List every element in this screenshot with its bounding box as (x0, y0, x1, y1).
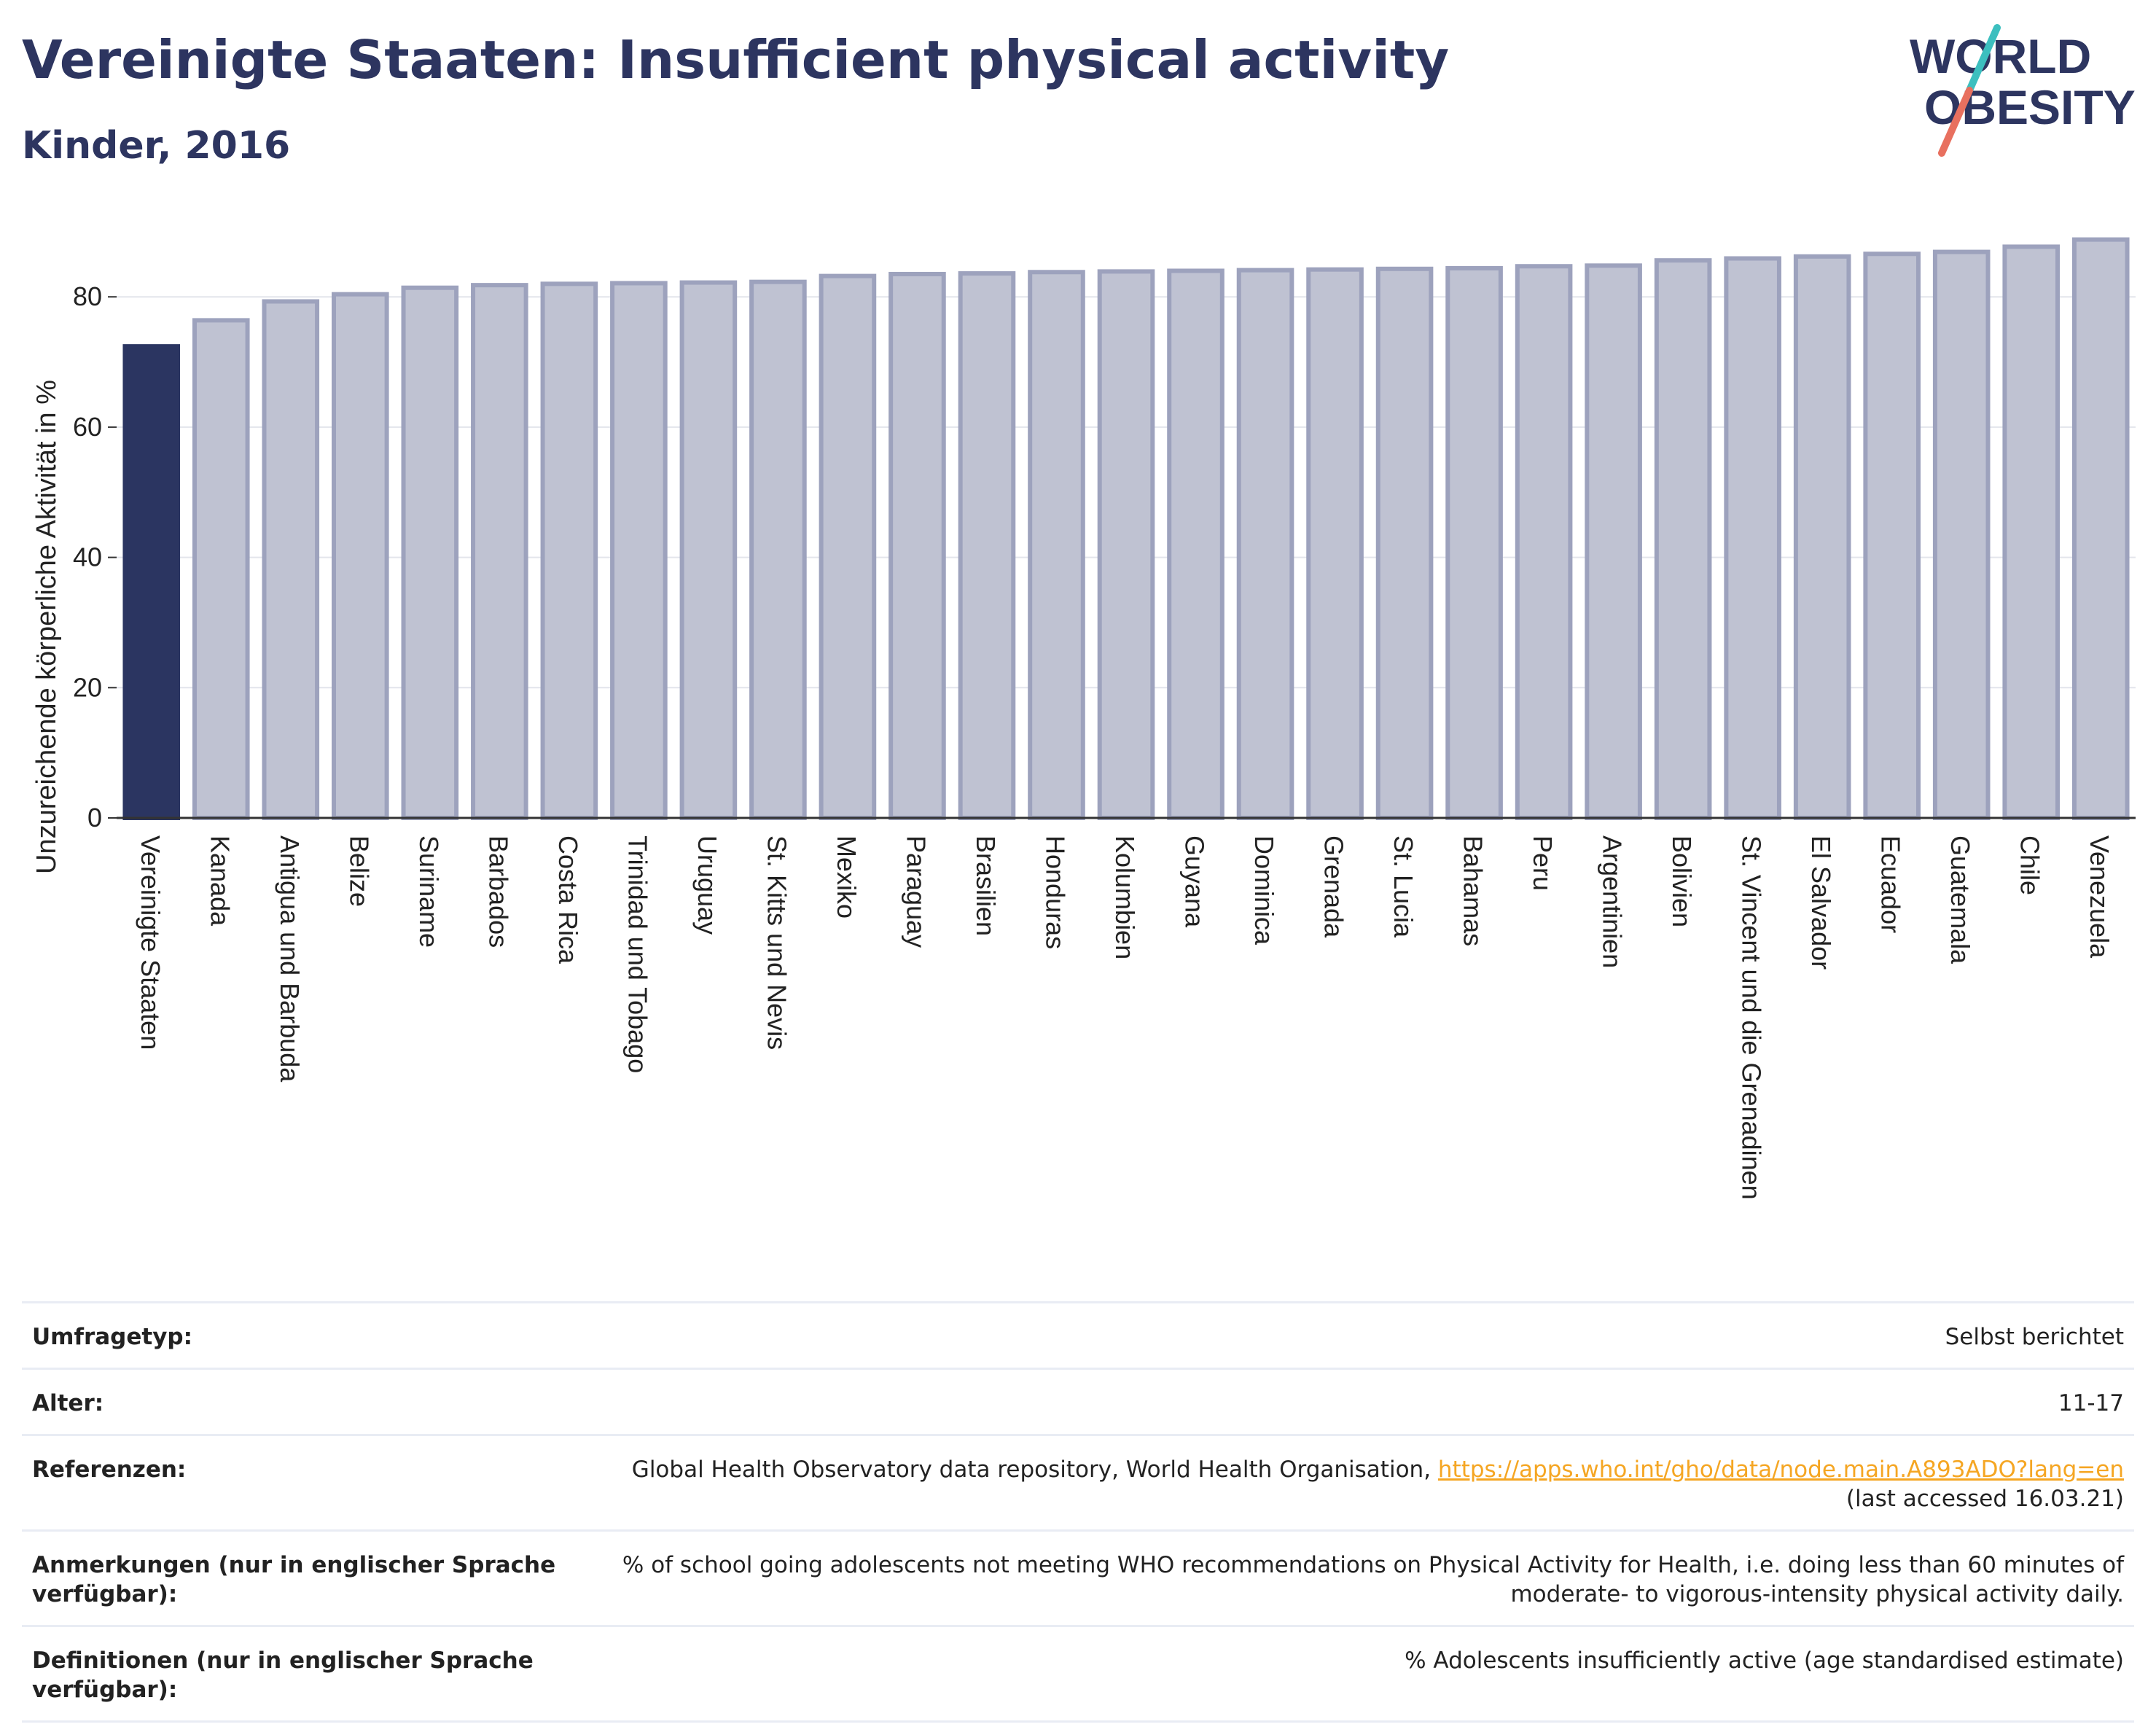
x-tick-label: Brasilien (971, 835, 1001, 936)
bar-ecuador[interactable] (1863, 252, 1921, 821)
bar-uruguay[interactable] (679, 280, 738, 821)
bar-grenada[interactable] (1306, 267, 1364, 821)
references-link[interactable]: https://apps.who.int/gho/data/node.main.… (1437, 1457, 2124, 1483)
bar-bahamas[interactable] (1445, 265, 1503, 820)
bar-dominica[interactable] (1236, 268, 1294, 821)
x-tick-label: Peru (1528, 835, 1558, 891)
y-axis-label: Unzureichende körperliche Aktivität in % (31, 380, 62, 874)
survey-type-label: Umfragetyp: (32, 1324, 192, 1350)
x-tick-label: St. Kitts und Nevis (762, 835, 792, 1050)
x-tick-label: Mexiko (832, 835, 862, 919)
info-row-definitions: Definitionen (nur in englischer Sprache … (22, 1627, 2134, 1723)
world-obesity-logo: WORLD OBESITY (1910, 24, 2136, 157)
info-row-age: Alter: 11-17 (22, 1370, 2134, 1436)
y-tick-label: 0 (87, 803, 102, 833)
x-tick-label: Bolivien (1667, 835, 1697, 927)
x-tick-label: Kolumbien (1110, 835, 1140, 959)
x-tick-label: Suriname (414, 835, 444, 948)
bar-brasilien[interactable] (958, 271, 1016, 820)
x-tick-label: Belize (344, 835, 374, 907)
survey-type-value: Selbst berichtet (1945, 1324, 2124, 1350)
bar-bolivien[interactable] (1654, 258, 1712, 820)
bar-vereinigte-staaten[interactable] (122, 344, 181, 820)
bar-paraguay[interactable] (888, 271, 946, 820)
x-tick-label: Grenada (1319, 835, 1349, 938)
bar-venezuela[interactable] (2071, 237, 2130, 820)
page-title: Vereinigte Staaten: Insufficient physica… (22, 29, 1450, 90)
bar-mexiko[interactable] (819, 273, 877, 820)
references-text: Global Health Observatory data repositor… (631, 1457, 1438, 1483)
x-tick-label: Costa Rica (553, 835, 583, 964)
bar-honduras[interactable] (1028, 270, 1085, 821)
y-tick-label: 60 (73, 412, 102, 442)
x-tick-label: Guatemala (1945, 835, 1975, 964)
bar-kolumbien[interactable] (1097, 269, 1155, 820)
bar-st-vincent-und-die-grenadinen[interactable] (1724, 256, 1781, 820)
x-tick-label: Bahamas (1458, 835, 1488, 946)
x-tick-label: Ecuador (1876, 835, 1906, 933)
definitions-value: % Adolescents insufficiently active (age… (1405, 1648, 2124, 1674)
bar-st-lucia[interactable] (1375, 266, 1434, 820)
bar-peru[interactable] (1515, 264, 1573, 820)
x-tick-label: Argentinien (1598, 835, 1628, 968)
bar-kanada[interactable] (192, 318, 250, 820)
bar-argentinien[interactable] (1585, 263, 1642, 820)
bar-el-salvador[interactable] (1793, 254, 1851, 821)
bar-st-kitts-und-nevis[interactable] (749, 279, 807, 820)
info-table: Umfragetyp: Selbst berichtet Alter: 11-1… (22, 1301, 2134, 1723)
bar-guatemala[interactable] (1932, 249, 1991, 821)
x-tick-label: Uruguay (692, 835, 722, 935)
y-tick-label: 40 (73, 542, 102, 572)
references-accessed: (last accessed 16.03.21) (1846, 1486, 2124, 1512)
notes-value: % of school going adolescents not meetin… (622, 1552, 2124, 1607)
x-tick-label: Trinidad und Tobago (622, 835, 652, 1073)
x-tick-label: Dominica (1249, 835, 1279, 946)
x-tick-label: Guyana (1180, 835, 1210, 928)
x-tick-label: El Salvador (1806, 835, 1836, 970)
x-tick-label: Honduras (1040, 835, 1070, 949)
x-tick-label: Kanada (205, 835, 235, 927)
notes-label: Anmerkungen (nur in englischer Sprache v… (32, 1552, 556, 1607)
x-tick-label: Antigua und Barbuda (275, 835, 305, 1083)
bar-barbados[interactable] (471, 283, 528, 821)
page-subtitle: Kinder, 2016 (22, 124, 291, 168)
x-tick-label: St. Vincent und die Grenadinen (1737, 835, 1767, 1200)
info-row-notes: Anmerkungen (nur in englischer Sprache v… (22, 1532, 2134, 1627)
y-tick-label: 20 (73, 672, 102, 702)
references-label: Referenzen: (32, 1457, 187, 1483)
x-tick-label: Venezuela (2085, 835, 2114, 959)
axes: 0 20 40 60 80 Vereinigte Staaten Kanada Antigua… (73, 281, 2136, 1200)
x-tick-label: Chile (2015, 835, 2045, 895)
x-tick-label: Barbados (483, 835, 513, 948)
bar-guyana[interactable] (1167, 268, 1225, 820)
bar-chart: 0 20 40 60 80 Vereinigte Staaten Kanada Antigua… (31, 237, 2136, 1200)
x-tick-label: St. Lucia (1388, 835, 1418, 938)
bar-antigua-und-barbuda[interactable] (262, 299, 320, 820)
x-tick-label: Vereinigte Staaten (136, 835, 165, 1050)
bar-chile[interactable] (2002, 244, 2061, 821)
info-row-references: Referenzen: Global Health Observatory da… (22, 1436, 2134, 1532)
bar-suriname[interactable] (401, 285, 459, 821)
logo-slash-teal (1966, 24, 2001, 94)
bars (122, 237, 2130, 821)
logo-line1: WORLD (1910, 29, 2091, 83)
bar-costa-rica[interactable] (540, 281, 598, 820)
bar-belize[interactable] (332, 292, 389, 820)
age-label: Alter: (32, 1390, 104, 1416)
info-row-survey-type: Umfragetyp: Selbst berichtet (22, 1303, 2134, 1370)
definitions-label: Definitionen (nur in englischer Sprache … (32, 1648, 534, 1703)
x-tick-label: Paraguay (901, 835, 931, 948)
y-tick-label: 80 (73, 281, 102, 311)
references-value: Global Health Observatory data repositor… (557, 1455, 2124, 1513)
age-value: 11-17 (2058, 1390, 2124, 1416)
bar-trinidad-und-tobago[interactable] (610, 281, 668, 820)
logo-slash-coral (1938, 87, 1973, 157)
